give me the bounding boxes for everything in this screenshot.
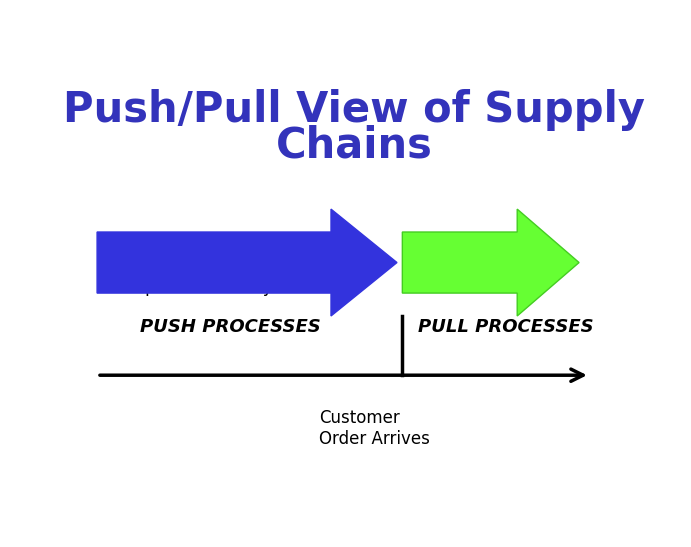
Text: Customer
Order Arrives: Customer Order Arrives bbox=[319, 409, 430, 447]
FancyArrow shape bbox=[402, 209, 579, 316]
Text: Customer Order
Cycle: Customer Order Cycle bbox=[416, 236, 549, 275]
Text: Chains: Chains bbox=[276, 125, 433, 167]
FancyArrow shape bbox=[97, 209, 397, 316]
Text: Push/Pull View of Supply: Push/Pull View of Supply bbox=[63, 89, 645, 131]
Text: Procurement,
Manufacturing and
Replenishment cycles: Procurement, Manufacturing and Replenish… bbox=[124, 236, 305, 296]
Text: PULL PROCESSES: PULL PROCESSES bbox=[418, 318, 594, 336]
Text: PUSH PROCESSES: PUSH PROCESSES bbox=[140, 318, 321, 336]
